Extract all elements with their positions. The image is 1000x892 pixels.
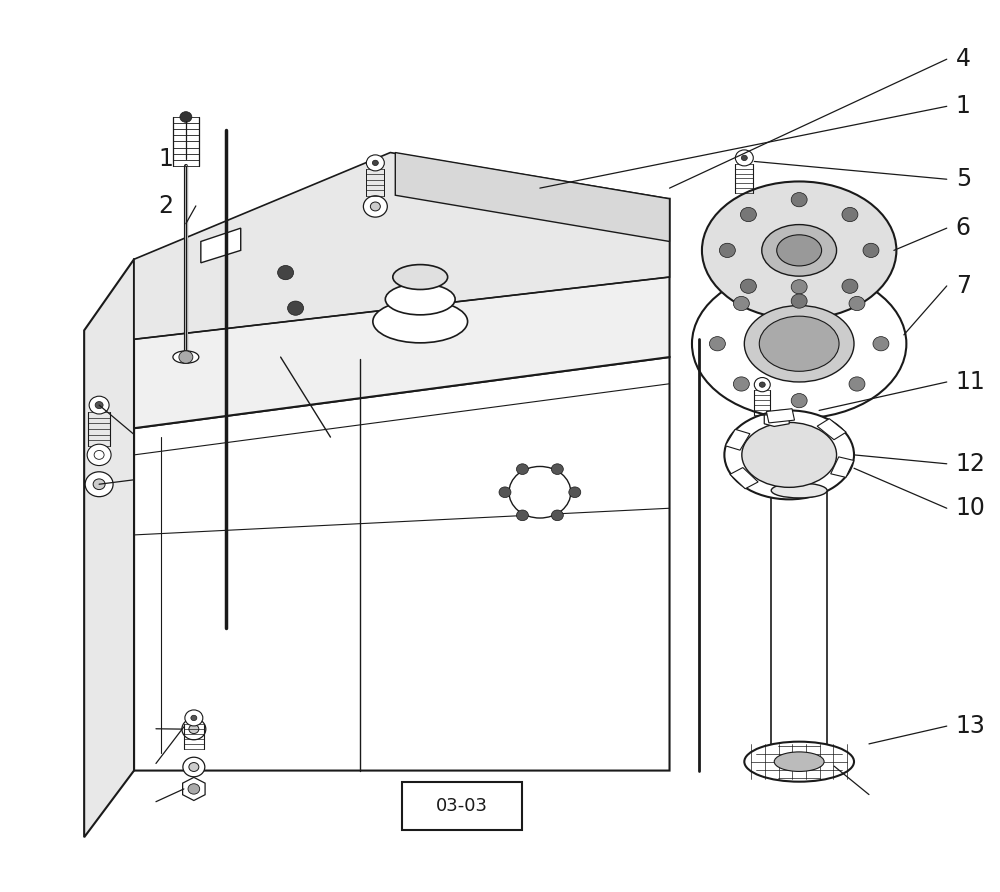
Circle shape xyxy=(85,472,113,497)
Circle shape xyxy=(87,444,111,466)
Ellipse shape xyxy=(385,284,455,315)
Circle shape xyxy=(189,724,199,733)
Circle shape xyxy=(182,718,206,739)
Text: 1: 1 xyxy=(104,467,119,491)
Circle shape xyxy=(863,244,879,258)
Circle shape xyxy=(94,450,104,459)
Ellipse shape xyxy=(744,305,854,382)
Text: 6: 6 xyxy=(956,216,971,240)
Text: 13: 13 xyxy=(956,714,986,738)
Ellipse shape xyxy=(393,265,448,290)
Circle shape xyxy=(740,279,756,293)
Polygon shape xyxy=(831,457,854,477)
Circle shape xyxy=(288,301,304,315)
Circle shape xyxy=(740,208,756,221)
Ellipse shape xyxy=(742,423,837,487)
Circle shape xyxy=(741,155,747,161)
Circle shape xyxy=(183,757,205,777)
Circle shape xyxy=(551,510,563,521)
Polygon shape xyxy=(766,409,795,423)
Polygon shape xyxy=(725,429,750,450)
Polygon shape xyxy=(84,260,134,838)
Circle shape xyxy=(180,112,192,122)
Circle shape xyxy=(189,763,199,772)
Polygon shape xyxy=(134,199,670,428)
Polygon shape xyxy=(730,467,758,489)
Text: 4: 4 xyxy=(956,47,971,71)
Circle shape xyxy=(569,487,581,498)
Circle shape xyxy=(754,377,770,392)
Polygon shape xyxy=(134,357,670,771)
Text: 10: 10 xyxy=(956,496,986,520)
Circle shape xyxy=(849,376,865,391)
Polygon shape xyxy=(183,777,205,800)
Ellipse shape xyxy=(759,316,839,371)
Circle shape xyxy=(370,202,380,211)
Circle shape xyxy=(733,376,749,391)
Circle shape xyxy=(733,296,749,310)
Circle shape xyxy=(191,715,197,721)
Circle shape xyxy=(849,296,865,310)
Circle shape xyxy=(95,401,103,409)
Circle shape xyxy=(873,336,889,351)
Polygon shape xyxy=(817,418,846,440)
Text: 9: 9 xyxy=(91,789,106,814)
Circle shape xyxy=(366,155,384,171)
Text: 8: 8 xyxy=(91,751,106,775)
Circle shape xyxy=(372,161,378,166)
Circle shape xyxy=(179,351,193,363)
Text: 1: 1 xyxy=(956,95,971,119)
Polygon shape xyxy=(764,415,789,426)
Text: 2: 2 xyxy=(158,194,173,218)
Text: 12: 12 xyxy=(956,451,986,475)
Ellipse shape xyxy=(777,235,822,266)
Text: 11: 11 xyxy=(956,370,985,394)
Circle shape xyxy=(516,464,528,475)
Circle shape xyxy=(363,195,387,217)
Text: 03-03: 03-03 xyxy=(436,797,488,815)
Circle shape xyxy=(185,710,203,726)
Circle shape xyxy=(516,510,528,521)
Ellipse shape xyxy=(509,467,571,518)
Text: 7: 7 xyxy=(956,274,971,298)
Polygon shape xyxy=(395,153,670,242)
Ellipse shape xyxy=(771,483,827,498)
Circle shape xyxy=(842,208,858,221)
Ellipse shape xyxy=(373,301,468,343)
Ellipse shape xyxy=(744,741,854,781)
Circle shape xyxy=(735,150,753,166)
Circle shape xyxy=(759,382,765,387)
Circle shape xyxy=(719,244,735,258)
Ellipse shape xyxy=(702,181,896,319)
Text: 5: 5 xyxy=(956,167,971,191)
Circle shape xyxy=(791,280,807,294)
Circle shape xyxy=(93,479,105,490)
Polygon shape xyxy=(201,228,241,263)
Text: 3: 3 xyxy=(104,423,119,446)
Circle shape xyxy=(842,279,858,293)
Circle shape xyxy=(499,487,511,498)
Ellipse shape xyxy=(692,269,906,418)
Polygon shape xyxy=(134,153,670,339)
Text: 1: 1 xyxy=(124,717,139,740)
Circle shape xyxy=(89,396,109,414)
FancyBboxPatch shape xyxy=(402,782,522,830)
Ellipse shape xyxy=(724,410,854,500)
Circle shape xyxy=(791,193,807,207)
Text: 1: 1 xyxy=(158,147,173,170)
Circle shape xyxy=(278,266,294,280)
Ellipse shape xyxy=(173,351,199,363)
Ellipse shape xyxy=(774,752,824,772)
Ellipse shape xyxy=(762,225,837,277)
Circle shape xyxy=(791,393,807,408)
Circle shape xyxy=(188,784,200,794)
Circle shape xyxy=(551,464,563,475)
Circle shape xyxy=(791,294,807,308)
Circle shape xyxy=(709,336,725,351)
